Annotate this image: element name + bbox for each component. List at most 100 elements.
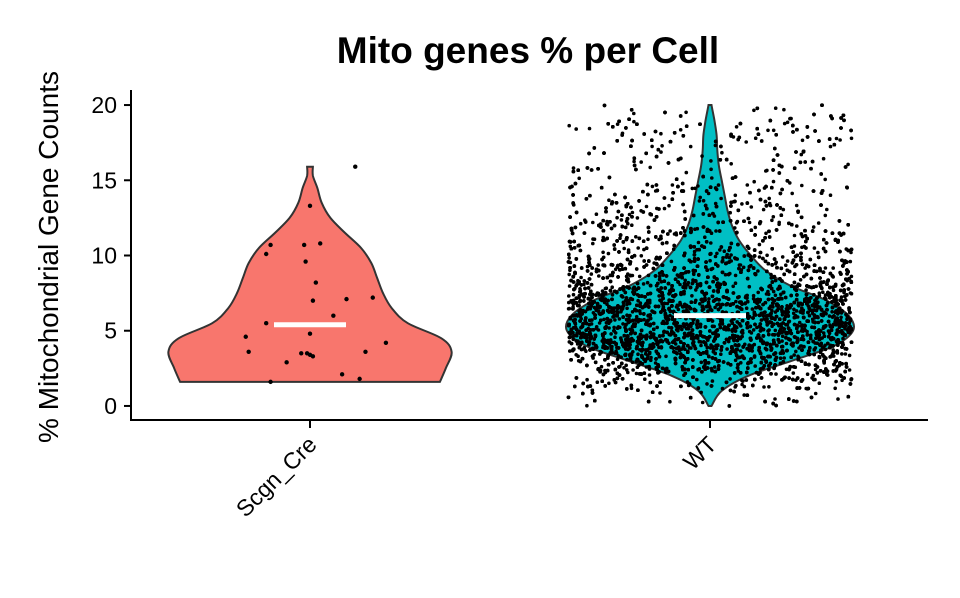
data-point: [817, 321, 821, 325]
data-point: [601, 289, 605, 293]
data-point: [740, 202, 744, 206]
data-point: [808, 314, 812, 318]
data-point: [714, 144, 718, 148]
data-point: [800, 153, 804, 157]
data-point: [774, 372, 778, 376]
data-point: [781, 255, 785, 259]
data-point: [751, 307, 755, 311]
data-point: [577, 177, 581, 181]
data-point: [782, 356, 786, 360]
data-point: [591, 242, 595, 246]
data-point: [829, 193, 833, 197]
data-point: [792, 353, 796, 357]
data-point: [675, 233, 679, 237]
data-point: [734, 274, 738, 278]
data-point: [764, 169, 768, 173]
data-point: [612, 326, 616, 330]
data-point: [636, 352, 640, 356]
data-point: [693, 250, 697, 254]
data-point: [613, 318, 617, 322]
data-point: [848, 368, 852, 372]
data-point: [764, 232, 768, 236]
data-point: [731, 285, 735, 289]
data-point: [689, 346, 693, 350]
data-point: [846, 163, 850, 167]
data-point: [567, 273, 571, 277]
data-point: [735, 125, 739, 129]
data-point: [781, 334, 785, 338]
data-point: [648, 373, 652, 377]
data-point: [800, 184, 804, 188]
data-point: [806, 372, 810, 376]
data-point: [818, 291, 822, 295]
data-point: [713, 365, 717, 369]
data-point: [773, 397, 777, 401]
data-point: [752, 109, 756, 113]
data-point: [785, 342, 789, 346]
data-point: [642, 318, 646, 322]
data-point: [782, 108, 786, 112]
data-point: [643, 377, 647, 381]
data-point: [753, 364, 757, 368]
data-point: [832, 289, 836, 293]
data-point: [813, 246, 817, 250]
data-point: [607, 252, 611, 256]
data-point: [698, 302, 702, 306]
data-point: [632, 112, 636, 116]
data-point: [702, 199, 706, 203]
data-point: [646, 281, 650, 285]
data-point: [739, 263, 743, 267]
data-point: [622, 247, 626, 251]
data-point: [774, 261, 778, 265]
data-point: [634, 235, 638, 239]
data-point: [707, 297, 711, 301]
data-point: [344, 297, 348, 301]
data-point: [777, 223, 781, 227]
data-point: [784, 263, 788, 267]
data-point: [772, 180, 776, 184]
data-point: [585, 404, 589, 408]
data-point: [579, 276, 583, 280]
data-point: [616, 358, 620, 362]
data-point: [804, 288, 808, 292]
data-point: [685, 171, 689, 175]
data-point: [572, 166, 576, 170]
data-point: [264, 252, 268, 256]
data-point: [792, 308, 796, 312]
data-point: [303, 259, 307, 263]
data-point: [822, 157, 826, 161]
data-point: [822, 331, 826, 335]
data-point: [683, 279, 687, 283]
data-point: [734, 281, 738, 285]
data-point: [593, 237, 597, 241]
data-point: [371, 295, 375, 299]
data-point: [754, 136, 758, 140]
data-point: [766, 329, 770, 333]
data-point: [795, 204, 799, 208]
data-point: [748, 221, 752, 225]
data-point: [670, 260, 674, 264]
data-point: [714, 202, 718, 206]
data-point: [798, 321, 802, 325]
data-point: [646, 238, 650, 242]
data-point: [664, 355, 668, 359]
data-point: [691, 187, 695, 191]
data-point: [794, 350, 798, 354]
data-point: [753, 343, 757, 347]
data-point: [767, 293, 771, 297]
data-point: [733, 385, 737, 389]
data-point: [774, 329, 778, 333]
data-point: [694, 299, 698, 303]
data-point: [645, 205, 649, 209]
data-point: [246, 350, 250, 354]
data-point: [618, 317, 622, 321]
data-point: [849, 260, 853, 264]
data-point: [750, 205, 754, 209]
data-point: [803, 266, 807, 270]
data-point: [767, 197, 771, 201]
data-point: [770, 219, 774, 223]
data-point: [758, 255, 762, 259]
data-point: [690, 294, 694, 298]
data-point: [817, 221, 821, 225]
